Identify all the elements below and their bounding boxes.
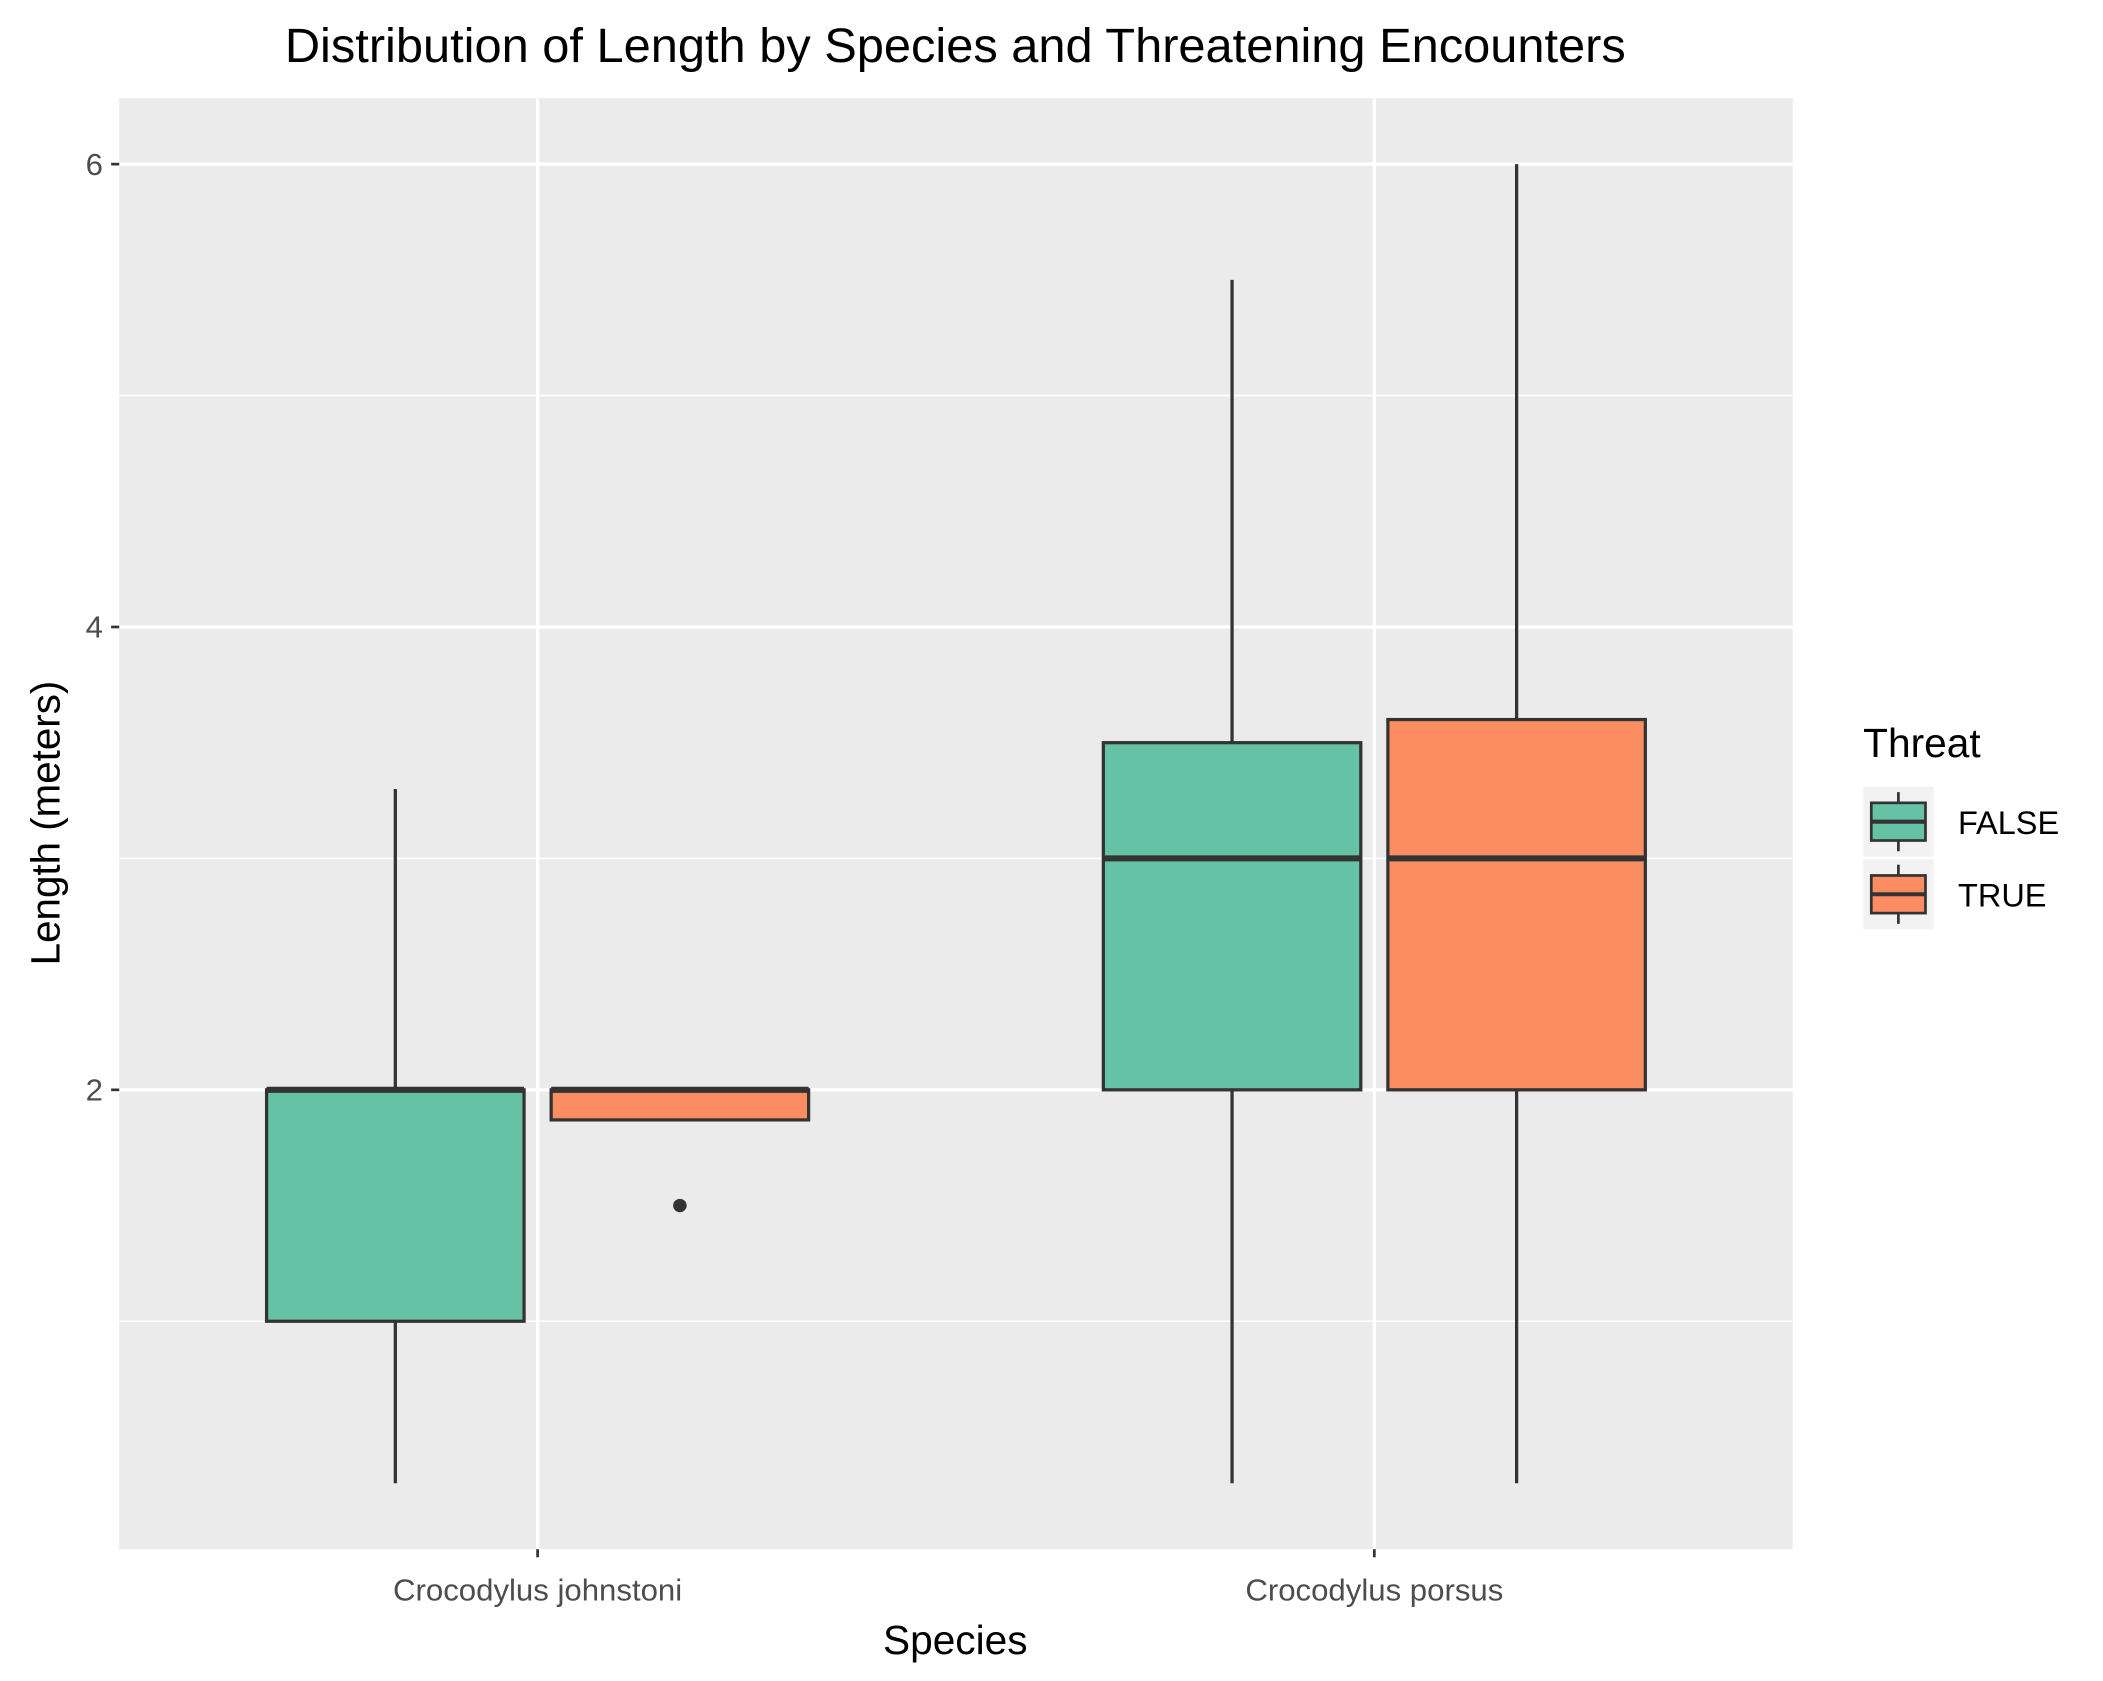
- legend-title: Threat: [1863, 720, 1980, 766]
- y-tick-label: 2: [86, 1073, 103, 1108]
- legend-label: TRUE: [1958, 878, 2046, 914]
- x-tick-label: Crocodylus johnstoni: [393, 1572, 682, 1607]
- box: [264, 1088, 526, 1323]
- box: [1101, 741, 1363, 1092]
- box: [549, 1088, 811, 1122]
- x-tick-label: Crocodylus porsus: [1245, 1572, 1503, 1607]
- y-tick-label: 6: [86, 147, 103, 182]
- legend-label: FALSE: [1958, 805, 2059, 841]
- y-tick-label: 4: [86, 610, 103, 645]
- box: [1386, 717, 1647, 1092]
- outlier: [673, 1198, 687, 1213]
- chart-title: Distribution of Length by Species and Th…: [285, 19, 1626, 73]
- x-axis-label: Species: [883, 1617, 1028, 1663]
- y-axis-label: Length (meters): [22, 681, 68, 966]
